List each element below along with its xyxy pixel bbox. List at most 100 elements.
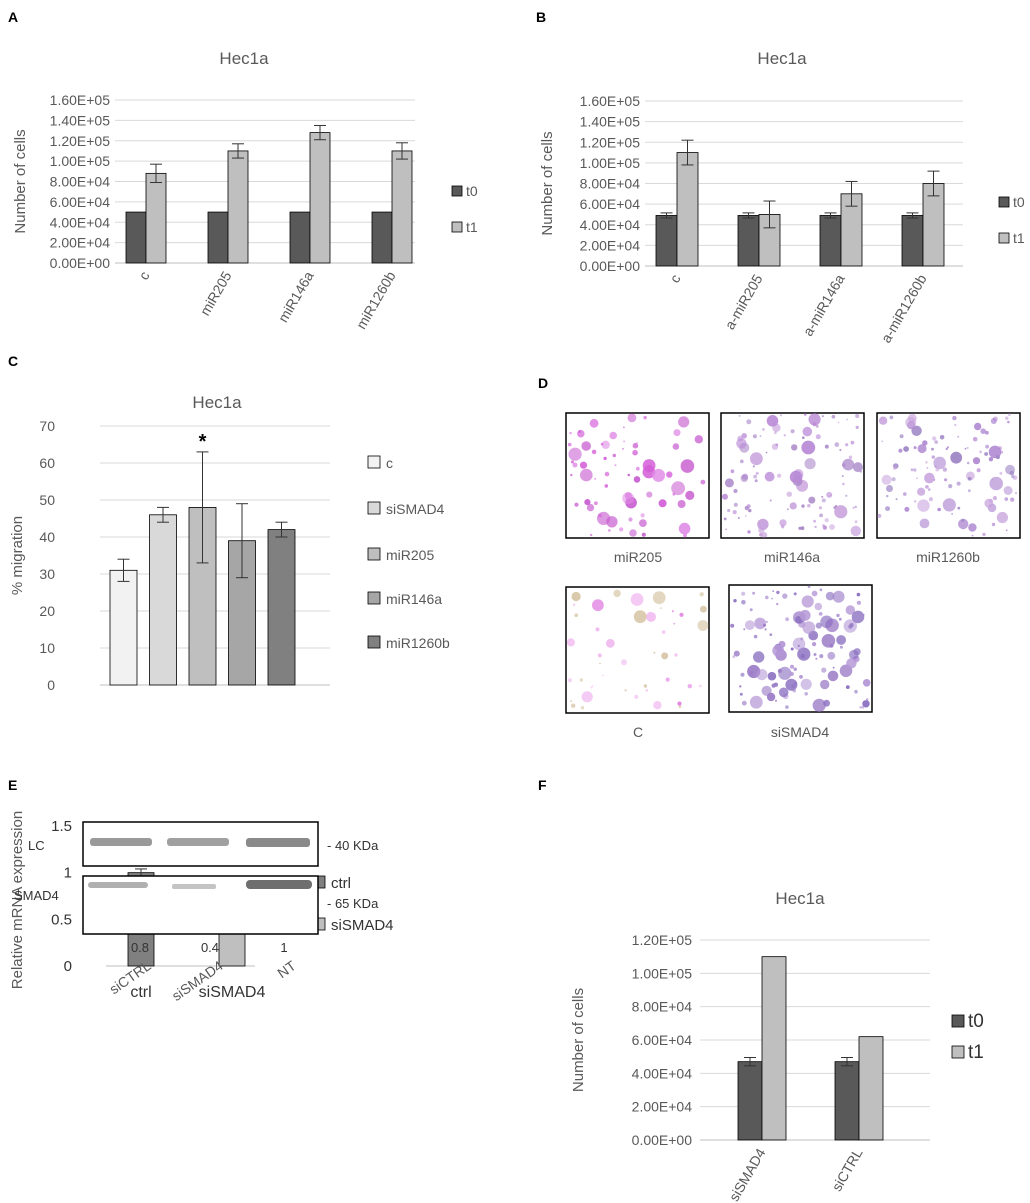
stain-dot (673, 429, 681, 437)
stain-dot (677, 500, 686, 508)
stain-dot (990, 418, 997, 424)
panel-label-d: D (538, 375, 548, 391)
stain-dot (927, 488, 931, 491)
stain-dot (785, 705, 789, 709)
stain-dot (643, 684, 648, 688)
stain-dot (744, 620, 755, 630)
y-tick-label: 2.00E+04 (580, 237, 641, 253)
stain-dot (568, 447, 582, 461)
stain-dot (1008, 413, 1011, 416)
legend-label-t1: t1 (968, 1042, 984, 1063)
stain-dot (985, 444, 989, 449)
legend-label-sismad4: siSMAD4 (331, 917, 394, 934)
y-tick-label: 8.00E+04 (580, 176, 641, 192)
bar-t1-sismad4 (761, 956, 787, 1141)
y-tick-label: 1.5 (51, 818, 72, 835)
stain-dot (614, 464, 617, 467)
stain-dot (581, 691, 593, 703)
stain-dot (976, 468, 981, 473)
stain-dot (738, 414, 741, 417)
stain-dot (590, 686, 593, 689)
stain-dot (866, 698, 869, 701)
y-tick-label: 20 (39, 603, 55, 619)
chart-title: Hec1a (219, 49, 269, 68)
x-tick-label-ctrl: ctrl (130, 984, 151, 1001)
legend-swatch-mir1260b (367, 635, 381, 649)
stain-dot (801, 595, 814, 608)
stain-dot (766, 692, 776, 702)
stain-dot (815, 622, 822, 629)
stain-dot (881, 474, 892, 485)
stain-dot (595, 627, 600, 632)
stain-dot (790, 647, 794, 651)
y-tick-label: 70 (39, 418, 55, 434)
stain-dot (910, 468, 914, 472)
stain-dot (956, 481, 961, 486)
stain-dot (834, 505, 848, 519)
stain-dot (789, 470, 803, 484)
stain-dot (812, 698, 826, 712)
y-tick-label: 0 (64, 958, 72, 975)
legend-label-t0: t0 (1013, 194, 1025, 210)
bar-mir1260b (267, 529, 296, 686)
significance-marker-mir205: * (199, 431, 207, 453)
stain-dot (785, 678, 798, 691)
stain-dot (732, 655, 736, 659)
y-tick-label: 8.00E+04 (50, 174, 111, 190)
bar-t0-sismad4 (737, 1061, 763, 1141)
stain-dot (899, 434, 904, 439)
stain-dot (802, 426, 813, 437)
y-axis-label: Relative mRNA expression (9, 811, 26, 989)
stain-dot (679, 612, 684, 617)
stain-dot (744, 515, 747, 517)
stain-dot (961, 518, 965, 523)
stain-dot (878, 416, 888, 425)
stain-dot (602, 674, 604, 677)
y-tick-label: 4.00E+04 (580, 217, 641, 233)
legend-swatch-sismad4 (367, 501, 381, 515)
stain-dot (952, 415, 957, 421)
stain-dot (671, 610, 674, 613)
stain-dot (761, 532, 768, 538)
stain-dot (567, 442, 572, 447)
stain-dot (643, 415, 647, 420)
stain-dot (928, 497, 934, 502)
stain-dot (821, 495, 824, 498)
stain-dot (886, 485, 893, 492)
stain-dot (989, 476, 1003, 491)
stain-dot (984, 452, 988, 456)
stain-dot (769, 633, 773, 637)
stain-dot (740, 474, 748, 482)
stain-dot (797, 647, 811, 661)
stain-dot (733, 488, 738, 494)
stain-dot (852, 506, 855, 509)
stain-dot (790, 429, 795, 434)
stain-dot (848, 624, 853, 629)
legend-label-sismad4: siSMAD4 (386, 501, 445, 517)
stain-dot (600, 442, 604, 446)
stain-dot (778, 687, 789, 698)
stain-dot (818, 612, 823, 616)
stain-dot (814, 525, 817, 529)
stain-dot (769, 499, 772, 502)
bar-sismad4 (149, 514, 177, 686)
stain-dot (967, 489, 971, 493)
stain-dot (891, 477, 896, 482)
quant-sictrl: 0.8 (131, 940, 149, 955)
stain-dot (570, 460, 574, 464)
stain-dot (570, 473, 573, 477)
y-axis-label: % migration (9, 516, 26, 595)
legend-swatch-t1 (998, 232, 1010, 244)
stain-dot (674, 653, 678, 657)
stain-dot (661, 630, 666, 634)
stain-dot (917, 499, 930, 512)
stain-dot (798, 526, 802, 530)
stain-dot (580, 468, 593, 482)
stain-dot (985, 430, 989, 435)
stain-dot (591, 685, 594, 687)
stain-dot (678, 416, 690, 428)
stain-dot (800, 526, 805, 531)
stain-dot (825, 591, 835, 601)
x-tick-label-c: c (135, 269, 152, 283)
stain-dot (621, 659, 627, 666)
